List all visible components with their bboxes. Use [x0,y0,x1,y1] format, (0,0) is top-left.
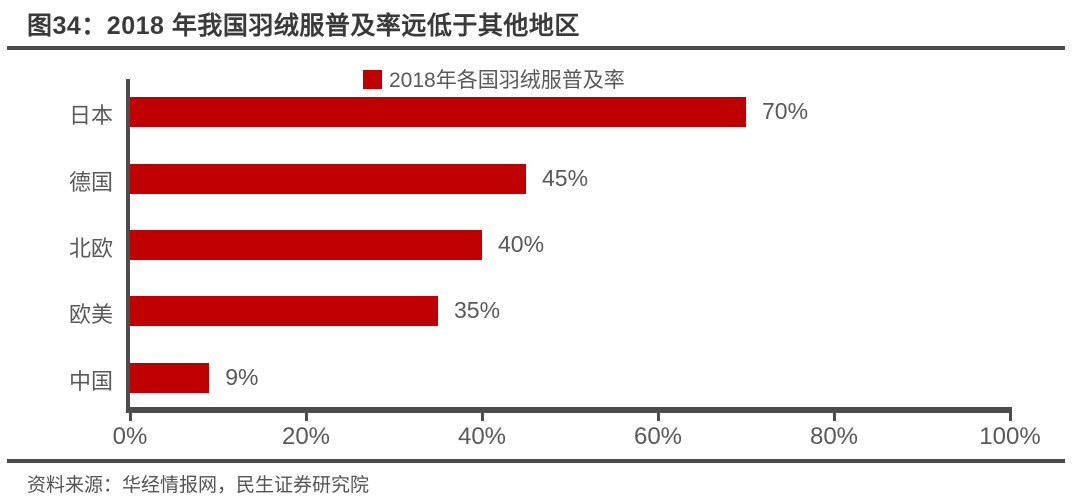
x-tick-label-0: 0% [112,423,148,450]
bar-0 [130,97,746,128]
x-tick-label-3: 60% [633,423,683,450]
x-tick-label-1: 20% [281,423,331,450]
bottom-rule [7,459,1065,463]
x-tick-label-5: 100% [979,423,1041,450]
category-label-1: 德国 [68,169,113,195]
value-label-1: 45% [542,164,589,191]
category-label-4: 中国 [68,368,113,394]
y-axis-line [126,79,130,413]
value-label-2: 40% [498,231,545,257]
bar-1 [130,163,526,194]
x-tick-label-4: 80% [809,423,859,450]
x-tick-5 [1008,413,1012,421]
category-label-3: 欧美 [68,302,113,328]
x-tick-3 [656,413,660,421]
x-tick-1 [304,413,308,421]
title-rule [7,46,1065,50]
bar-4 [130,362,210,393]
source-note: 资料来源：华经情报网，民生证券研究院 [27,475,370,496]
value-label-4: 9% [225,363,259,390]
bar-2 [130,230,482,260]
legend-swatch-icon [363,69,382,89]
x-tick-2 [480,413,484,421]
legend-label: 2018年各国羽绒服普及率 [389,69,625,92]
x-axis-line [126,407,1012,413]
category-label-2: 北欧 [68,236,113,261]
x-tick-4 [832,413,836,421]
x-tick-label-2: 40% [457,423,507,450]
bar-3 [130,296,438,327]
value-label-3: 35% [454,297,501,324]
x-tick-0 [128,413,132,421]
category-label-0: 日本 [68,103,113,129]
chart-legend: 2018年各国羽绒服普及率 [363,64,625,94]
value-label-0: 70% [762,98,809,125]
figure-title: 图34：2018 年我国羽绒服普及率远低于其他地区 [27,12,580,40]
